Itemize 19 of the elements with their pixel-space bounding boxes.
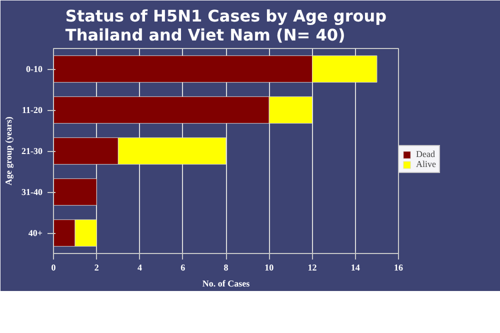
x-tick-label: 10 [264, 262, 274, 272]
x-tick-label: 12 [308, 262, 318, 272]
x-axis-title: No. of Cases [202, 278, 250, 288]
y-axis-title: Age group (years) [4, 116, 14, 186]
y-tick-label: 11-20 [22, 105, 43, 115]
y-tick-label: 21-30 [22, 146, 43, 156]
x-tick-label: 16 [394, 262, 404, 272]
x-tick-label: 0 [51, 262, 56, 272]
x-tick-label: 2 [94, 262, 100, 272]
y-tick-label: 40+ [28, 228, 43, 238]
chart-title: Status of H5N1 Cases by Age group Thailand and Viet Nam (N= 40) [65, 6, 387, 44]
y-tick-label: 31-40 [22, 187, 43, 197]
legend-label: Dead [416, 149, 436, 159]
y-tick-label: 0-10 [26, 64, 43, 74]
legend-label: Alive [416, 159, 436, 169]
x-tick-label: 8 [224, 262, 229, 272]
x-tick-label: 4 [138, 262, 142, 272]
x-tick-label: 14 [350, 262, 360, 272]
x-tick-label: 6 [180, 262, 186, 272]
